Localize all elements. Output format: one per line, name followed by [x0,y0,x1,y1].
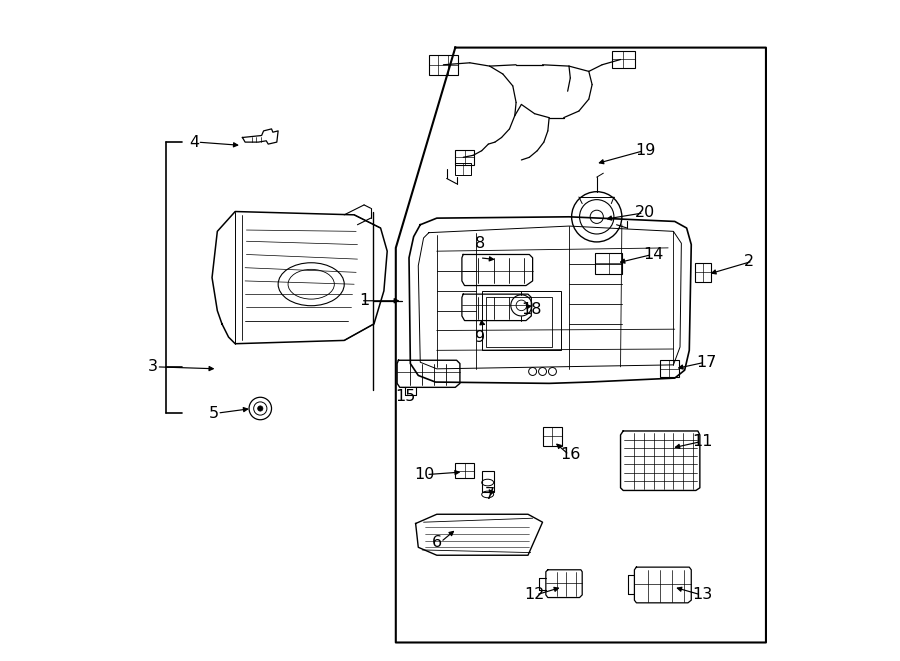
Bar [543,427,562,446]
Bar [482,471,493,492]
Text: 9: 9 [474,330,485,344]
Text: 8: 8 [474,236,485,251]
Text: 18: 18 [521,302,542,317]
Text: 20: 20 [635,206,655,220]
Text: 17: 17 [697,355,717,369]
Text: 11: 11 [693,434,713,449]
Text: 10: 10 [414,467,435,482]
Text: 12: 12 [524,588,544,602]
Bar [482,291,561,350]
Bar [455,150,473,165]
Text: 15: 15 [395,389,416,404]
Text: 7: 7 [485,487,495,502]
Bar [612,51,634,67]
Text: 3: 3 [148,360,157,374]
Bar [695,263,711,282]
Text: 14: 14 [644,247,664,262]
Bar [428,55,458,75]
Text: 1: 1 [359,293,369,308]
Text: 19: 19 [635,143,655,158]
Text: 6: 6 [432,535,442,549]
Text: 5: 5 [209,406,219,420]
Text: 2: 2 [744,254,754,268]
Bar [455,463,473,478]
Bar [455,163,472,175]
Text: 16: 16 [561,447,581,462]
Bar [486,297,553,347]
Circle shape [257,406,263,411]
Text: 4: 4 [189,135,199,149]
Text: 13: 13 [693,588,713,602]
Bar [661,360,679,377]
Bar [596,253,622,274]
